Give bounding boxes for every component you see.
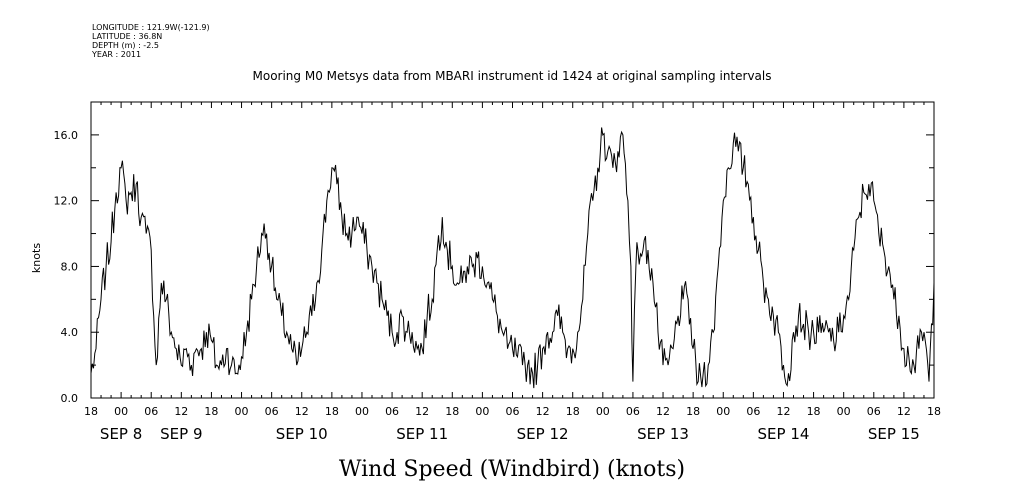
x-tick-label: 06: [144, 405, 158, 418]
plot-frame: [90, 101, 935, 399]
x-day-label: SEP 14: [758, 425, 810, 443]
series-line: [90, 127, 935, 389]
x-tick-label: 06: [506, 405, 520, 418]
x-day-label: SEP 12: [517, 425, 569, 443]
x-day-label: SEP 11: [396, 425, 448, 443]
x-tick-label: 00: [596, 405, 610, 418]
x-day-label: SEP 15: [868, 425, 920, 443]
x-tick-label: 18: [927, 405, 941, 418]
x-tick-label: 18: [807, 405, 821, 418]
x-tick-label: 18: [325, 405, 339, 418]
x-tick-label: 18: [686, 405, 700, 418]
y-tick-label: 12.0: [54, 195, 79, 208]
x-axis-label: Wind Speed (Windbird) (knots): [339, 457, 685, 482]
x-tick-label: 06: [265, 405, 279, 418]
x-tick-label: 06: [746, 405, 760, 418]
x-tick-label: 00: [716, 405, 730, 418]
x-tick-label: 12: [656, 405, 670, 418]
y-axis-label: knots: [30, 243, 43, 273]
x-tick-label: 18: [445, 405, 459, 418]
meta-latitude: LATITUDE : 36.8N: [92, 32, 162, 41]
x-tick-label: 12: [536, 405, 550, 418]
x-tick-label: 12: [295, 405, 309, 418]
x-day-labels: SEP 8 SEP 9 SEP 10 SEP 11 SEP 12 SEP 13 SEP 14…: [100, 425, 920, 443]
y-tick-labels: 0.0 4.0 8.0 12.0 16.0: [54, 129, 79, 405]
axes: [90, 101, 935, 399]
x-tick-label: 00: [235, 405, 249, 418]
x-tick-label: 12: [776, 405, 790, 418]
x-tick-label: 06: [385, 405, 399, 418]
x-day-label: SEP 9: [160, 425, 202, 443]
y-tick-label: 0.0: [61, 392, 79, 405]
x-tick-label: 00: [837, 405, 851, 418]
x-tick-label: 18: [84, 405, 98, 418]
x-day-label: SEP 13: [637, 425, 689, 443]
x-tick-label: 00: [114, 405, 128, 418]
meta-year: YEAR : 2011: [91, 50, 141, 59]
y-tick-label: 8.0: [61, 260, 79, 273]
y-tick-label: 16.0: [54, 129, 79, 142]
meta-longitude: LONGITUDE : 121.9W(-121.9): [92, 23, 210, 32]
metadata-block: LONGITUDE : 121.9W(-121.9) LATITUDE : 36…: [91, 23, 210, 59]
chart-title: Mooring M0 Metsys data from MBARI instru…: [253, 69, 772, 83]
x-tick-label: 18: [566, 405, 580, 418]
x-tick-labels: 18 00 06 12 18 00 06 12 18 00 06 12 18 00 06 12 18 00 06 12…: [84, 405, 941, 418]
x-tick-label: 12: [897, 405, 911, 418]
x-tick-label: 12: [174, 405, 188, 418]
x-tick-label: 06: [626, 405, 640, 418]
x-day-label: SEP 8: [100, 425, 142, 443]
x-day-label: SEP 10: [276, 425, 328, 443]
x-tick-label: 00: [475, 405, 489, 418]
y-tick-label: 4.0: [61, 326, 79, 339]
x-tick-label: 18: [204, 405, 218, 418]
x-tick-label: 06: [867, 405, 881, 418]
x-tick-label: 00: [355, 405, 369, 418]
x-tick-label: 12: [415, 405, 429, 418]
meta-depth: DEPTH (m) : -2.5: [92, 41, 159, 50]
